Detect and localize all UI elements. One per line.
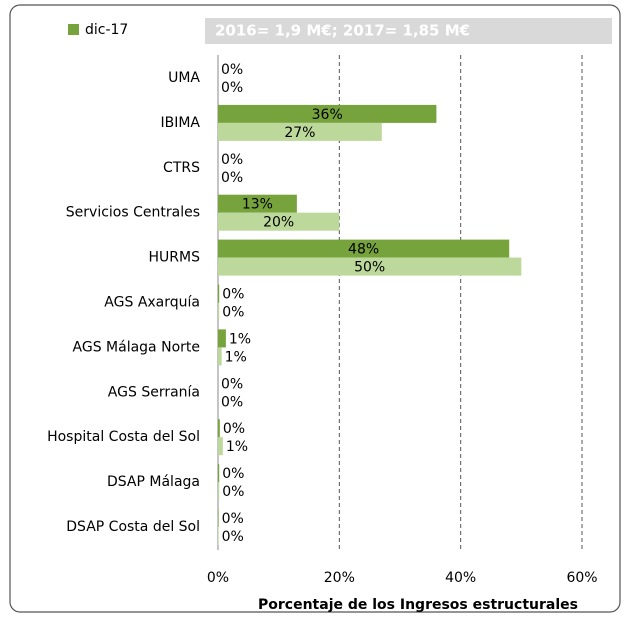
data-label: 13% (242, 197, 273, 213)
data-label: 27% (284, 125, 315, 141)
data-label: 50% (354, 260, 385, 276)
data-label: 0% (222, 466, 244, 482)
bar (218, 347, 222, 366)
y-tick-label: HURMS (149, 250, 201, 266)
data-label: 36% (312, 107, 343, 123)
bar (218, 194, 297, 213)
legend-swatch (68, 24, 79, 35)
y-tick-label: Servicios Centrales (66, 205, 200, 221)
annotation: 2016= 1,9 M€; 2017= 1,85 M€ (215, 22, 470, 40)
bar (218, 122, 382, 141)
data-label: 1% (226, 439, 248, 455)
y-tick-label: AGS Serranía (108, 384, 200, 400)
bar (218, 257, 522, 276)
x-tick-label: 0% (207, 570, 229, 586)
legend-label: dic-17 (85, 22, 128, 38)
bar (218, 302, 220, 321)
data-label: 0% (223, 421, 245, 437)
data-label: 0% (221, 376, 243, 392)
bar (218, 437, 223, 456)
bar (218, 527, 219, 545)
data-label: 20% (263, 215, 294, 231)
bar (218, 329, 226, 348)
x-axis-title: Porcentaje de los Ingresos estructurales (258, 597, 578, 613)
bar (218, 509, 219, 527)
data-label: 0% (221, 62, 243, 78)
y-tick-label: DSAP Málaga (107, 474, 200, 490)
data-label: 0% (221, 152, 243, 168)
data-label: 0% (222, 511, 244, 527)
data-label: 0% (222, 305, 244, 321)
data-label: 0% (221, 394, 243, 410)
data-label: 0% (221, 170, 243, 186)
x-tick-label: 60% (566, 570, 597, 586)
data-label: 0% (222, 484, 244, 500)
x-tick-label: 20% (324, 570, 355, 586)
annotation-box (205, 18, 612, 44)
chart-frame (9, 4, 621, 613)
bar (218, 482, 220, 501)
bar (218, 104, 437, 123)
y-tick-label: AGS Málaga Norte (73, 339, 200, 355)
bar (218, 212, 340, 231)
x-tick-label: 40% (445, 570, 476, 586)
y-tick-label: Hospital Costa del Sol (47, 429, 200, 445)
bar (218, 284, 220, 303)
bar (218, 419, 220, 438)
y-tick-label: IBIMA (160, 115, 200, 131)
data-label: 0% (222, 287, 244, 303)
data-label: 1% (229, 331, 251, 347)
data-label: 0% (221, 80, 243, 96)
y-tick-label: UMA (168, 70, 200, 86)
data-label: 48% (348, 242, 379, 258)
y-tick-label: CTRS (163, 160, 200, 176)
bar (218, 464, 220, 483)
y-tick-label: DSAP Costa del Sol (66, 519, 200, 535)
bar (218, 239, 510, 258)
data-label: 1% (225, 349, 247, 365)
y-tick-label: AGS Axarquía (104, 295, 200, 311)
data-label: 0% (222, 529, 244, 545)
